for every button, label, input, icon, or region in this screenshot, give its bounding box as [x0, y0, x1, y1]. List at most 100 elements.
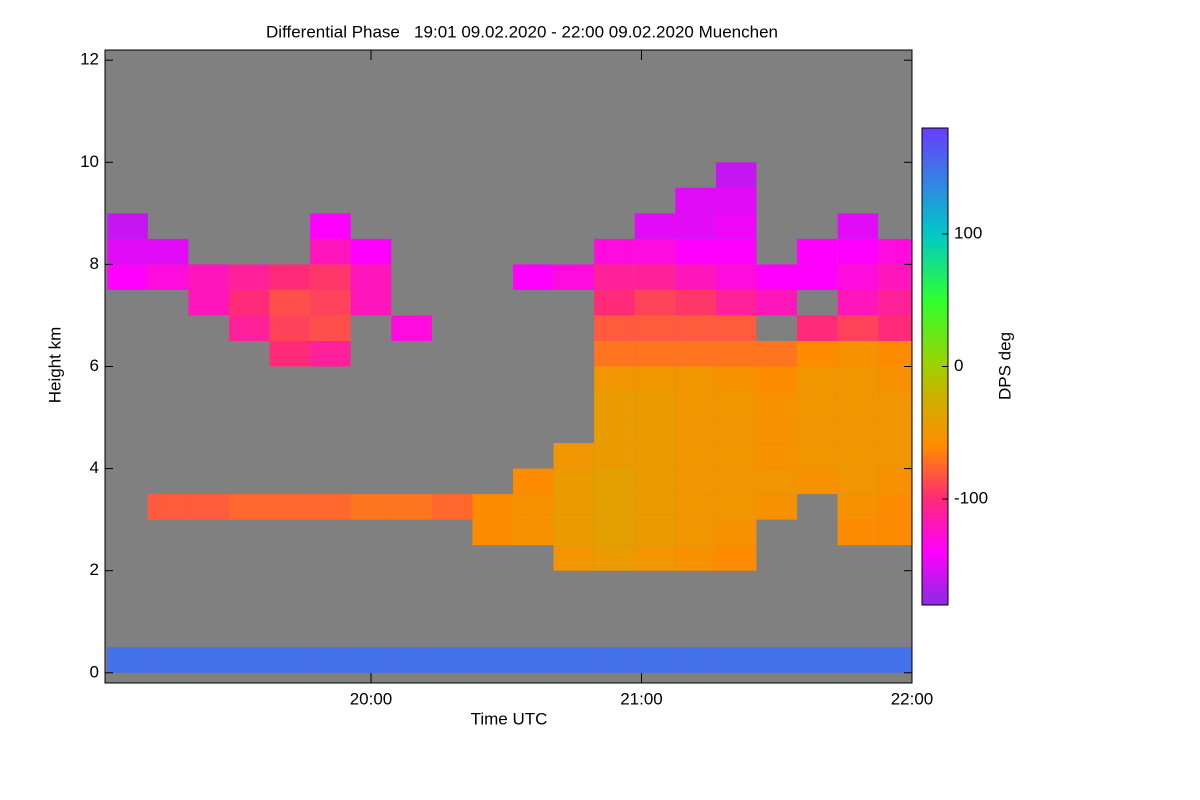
heat-cell [675, 213, 716, 239]
heat-cell [715, 162, 757, 188]
heat-cell [350, 289, 392, 316]
heat-cell [310, 340, 351, 367]
heat-cell [513, 519, 554, 546]
heat-cell [594, 238, 635, 265]
heat-cell [269, 264, 311, 290]
colorbar-label: DPS deg [995, 332, 1014, 400]
heat-cell [634, 417, 676, 444]
x-tick-label: 21:00 [620, 689, 663, 708]
heat-cell [878, 468, 912, 495]
heat-cell [310, 647, 351, 673]
heat-cell [594, 417, 635, 444]
heat-cell [715, 494, 757, 520]
heat-cell [553, 468, 595, 495]
heat-cell [513, 264, 554, 290]
heat-cell [878, 366, 912, 393]
heat-cell [715, 187, 757, 214]
heat-cell [878, 417, 912, 444]
y-tick-label: 10 [80, 152, 99, 171]
y-tick-label: 4 [90, 458, 99, 477]
heat-cell [472, 647, 514, 673]
x-tick-label: 20:00 [350, 689, 393, 708]
heat-cell [553, 545, 595, 571]
heat-cell [310, 238, 351, 265]
heat-cell [715, 264, 757, 290]
heat-cell [594, 366, 635, 393]
heat-cell [715, 366, 757, 393]
heat-cell [837, 289, 879, 316]
heat-cell [675, 264, 716, 290]
heat-cell [878, 647, 912, 673]
heat-cell [228, 289, 270, 316]
heat-cell [756, 647, 798, 673]
heat-cell [350, 647, 392, 673]
heat-cell [634, 494, 676, 520]
heat-cell [756, 392, 798, 418]
heat-cell [634, 213, 676, 239]
heat-cell [837, 494, 879, 520]
colorbar-tick-label: 100 [954, 223, 982, 242]
y-tick-label: 6 [90, 356, 99, 375]
heat-cell [228, 494, 270, 520]
heat-cell [878, 340, 912, 367]
heat-cell [594, 545, 635, 571]
heat-cell [634, 264, 676, 290]
heat-cell [756, 417, 798, 444]
heat-cell [147, 647, 189, 673]
heat-cell [594, 315, 635, 341]
heat-cell [715, 468, 757, 495]
heat-cell [837, 519, 879, 546]
heat-cell [756, 443, 798, 469]
chart-title: Differential Phase 19:01 09.02.2020 - 22… [266, 22, 778, 41]
heat-cell [675, 519, 716, 546]
heat-cell [756, 340, 798, 367]
heat-cell [594, 289, 635, 316]
heat-cell [634, 340, 676, 367]
heat-cell [634, 545, 676, 571]
colorbar-tick-label: 0 [954, 356, 963, 375]
heat-cell [797, 417, 838, 444]
heat-cell [797, 340, 838, 367]
heat-cell [269, 315, 311, 341]
heat-cell [269, 494, 311, 520]
heat-cell [715, 392, 757, 418]
heat-cell [107, 238, 148, 265]
heat-cell [878, 494, 912, 520]
heat-cell [675, 392, 716, 418]
heat-cell [837, 340, 879, 367]
heat-cell [675, 468, 716, 495]
y-tick-label: 8 [90, 254, 99, 273]
heat-cell [310, 289, 351, 316]
heat-cell [715, 213, 757, 239]
heat-cell [837, 238, 879, 265]
heat-cell [188, 264, 229, 290]
heat-cell [878, 392, 912, 418]
heat-cell [553, 647, 595, 673]
heat-cell [310, 213, 351, 239]
heat-cell [350, 238, 392, 265]
heat-cell [797, 647, 838, 673]
y-tick-label: 12 [80, 50, 99, 69]
heat-cell [634, 366, 676, 393]
heat-cell [675, 238, 716, 265]
heat-cell [675, 647, 716, 673]
heat-cell [594, 494, 635, 520]
heat-cell [675, 187, 716, 214]
heat-cell [797, 392, 838, 418]
heat-cell [837, 315, 879, 341]
heat-cell [634, 443, 676, 469]
heat-cell [878, 289, 912, 316]
heat-cell [715, 647, 757, 673]
heat-cell [675, 494, 716, 520]
heat-cell [350, 494, 392, 520]
heat-cell [634, 468, 676, 495]
heat-cell [553, 264, 595, 290]
heat-cell [269, 289, 311, 316]
heat-cell [837, 392, 879, 418]
heat-cell [634, 519, 676, 546]
y-tick-label: 0 [90, 662, 99, 681]
x-tick-label: 22:00 [891, 689, 934, 708]
heat-cell [634, 315, 676, 341]
heat-cell [634, 392, 676, 418]
